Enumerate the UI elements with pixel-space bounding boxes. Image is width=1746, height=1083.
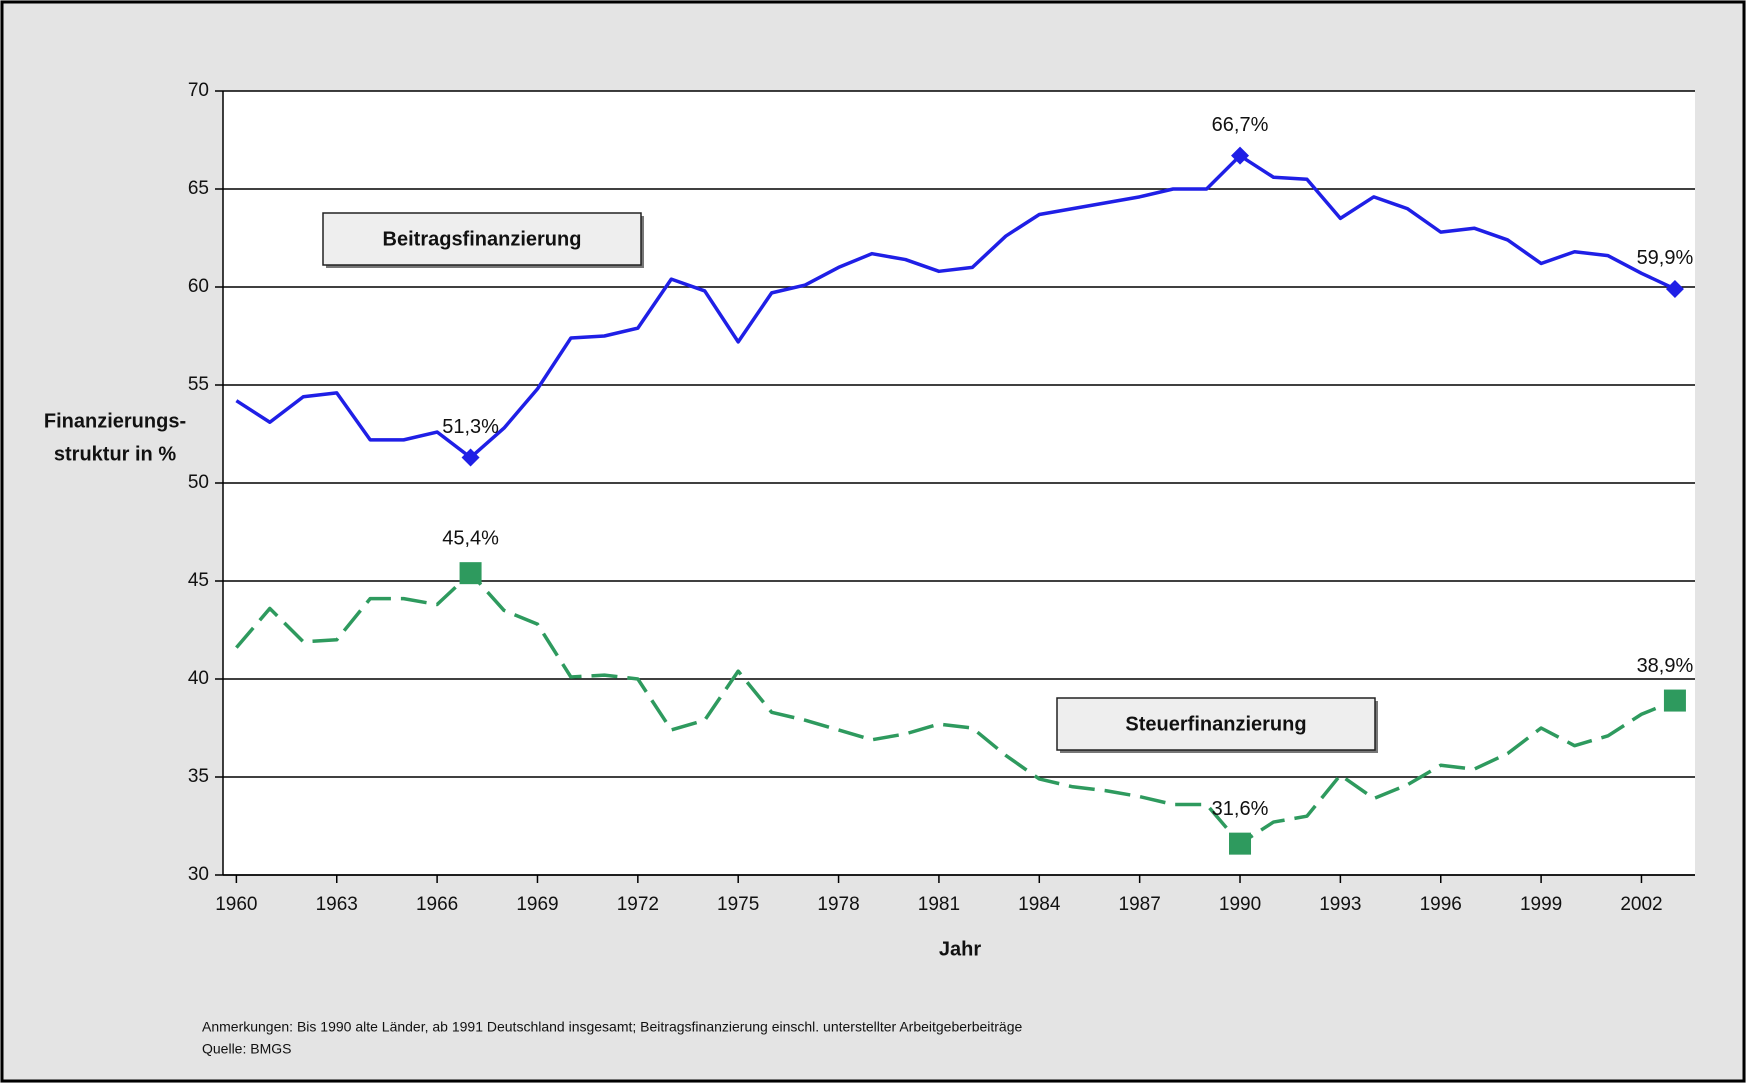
note: Quelle: BMGS [202,1041,291,1057]
marker [461,448,480,467]
x-tick-label: 1999 [1520,894,1562,915]
series-label-box [1056,697,1376,751]
y-tick-label: 40 [188,668,209,689]
x-tick-label: 1960 [215,894,257,915]
y-tick-label: 60 [188,276,209,297]
y-tick-label: 30 [188,864,209,885]
x-tick-label: 1984 [1018,894,1061,915]
series-label: Steuerfinanzierung [1125,713,1306,735]
marker [459,562,482,585]
series-line [235,153,1676,460]
x-tick-label: 1978 [817,894,859,915]
x-tick-label: 1996 [1420,894,1462,915]
x-tick-label: 1966 [416,894,458,915]
x-tick-label: 1990 [1219,894,1261,915]
marker [1663,689,1686,712]
y-tick-label: 45 [188,570,209,591]
y-tick-label: 50 [188,472,209,493]
x-tick-label: 2002 [1620,894,1662,915]
x-tick-label: 1981 [918,894,960,915]
x-axis-label: Jahr [939,938,981,960]
marker [1665,279,1684,298]
annotation: 59,9% [1637,247,1694,269]
y-tick-label: 55 [188,374,209,395]
y-tick-label: 65 [188,178,209,199]
y-tick-label: 35 [188,766,209,787]
x-tick-label: 1975 [717,894,759,915]
note: Anmerkungen: Bis 1990 alte Länder, ab 19… [202,1019,1023,1035]
series-label-box [322,212,642,266]
x-tick-label: 1963 [316,894,358,915]
marker [1231,146,1250,165]
annotation: 66,7% [1212,114,1269,136]
annotation: 31,6% [1212,798,1269,820]
x-tick-label: 1972 [617,894,659,915]
y-axis-label: struktur in % [54,443,176,465]
annotation: 51,3% [442,416,499,438]
y-axis-label: Finanzierungs- [44,410,186,432]
x-tick-label: 1969 [516,894,558,915]
marker [1229,832,1252,855]
annotation: 38,9% [1637,655,1694,677]
x-tick-label: 1993 [1319,894,1361,915]
annotation: 45,4% [442,527,499,549]
series-label: Beitragsfinanzierung [383,228,582,250]
x-tick-label: 1987 [1119,894,1161,915]
y-tick-label: 70 [188,80,209,101]
